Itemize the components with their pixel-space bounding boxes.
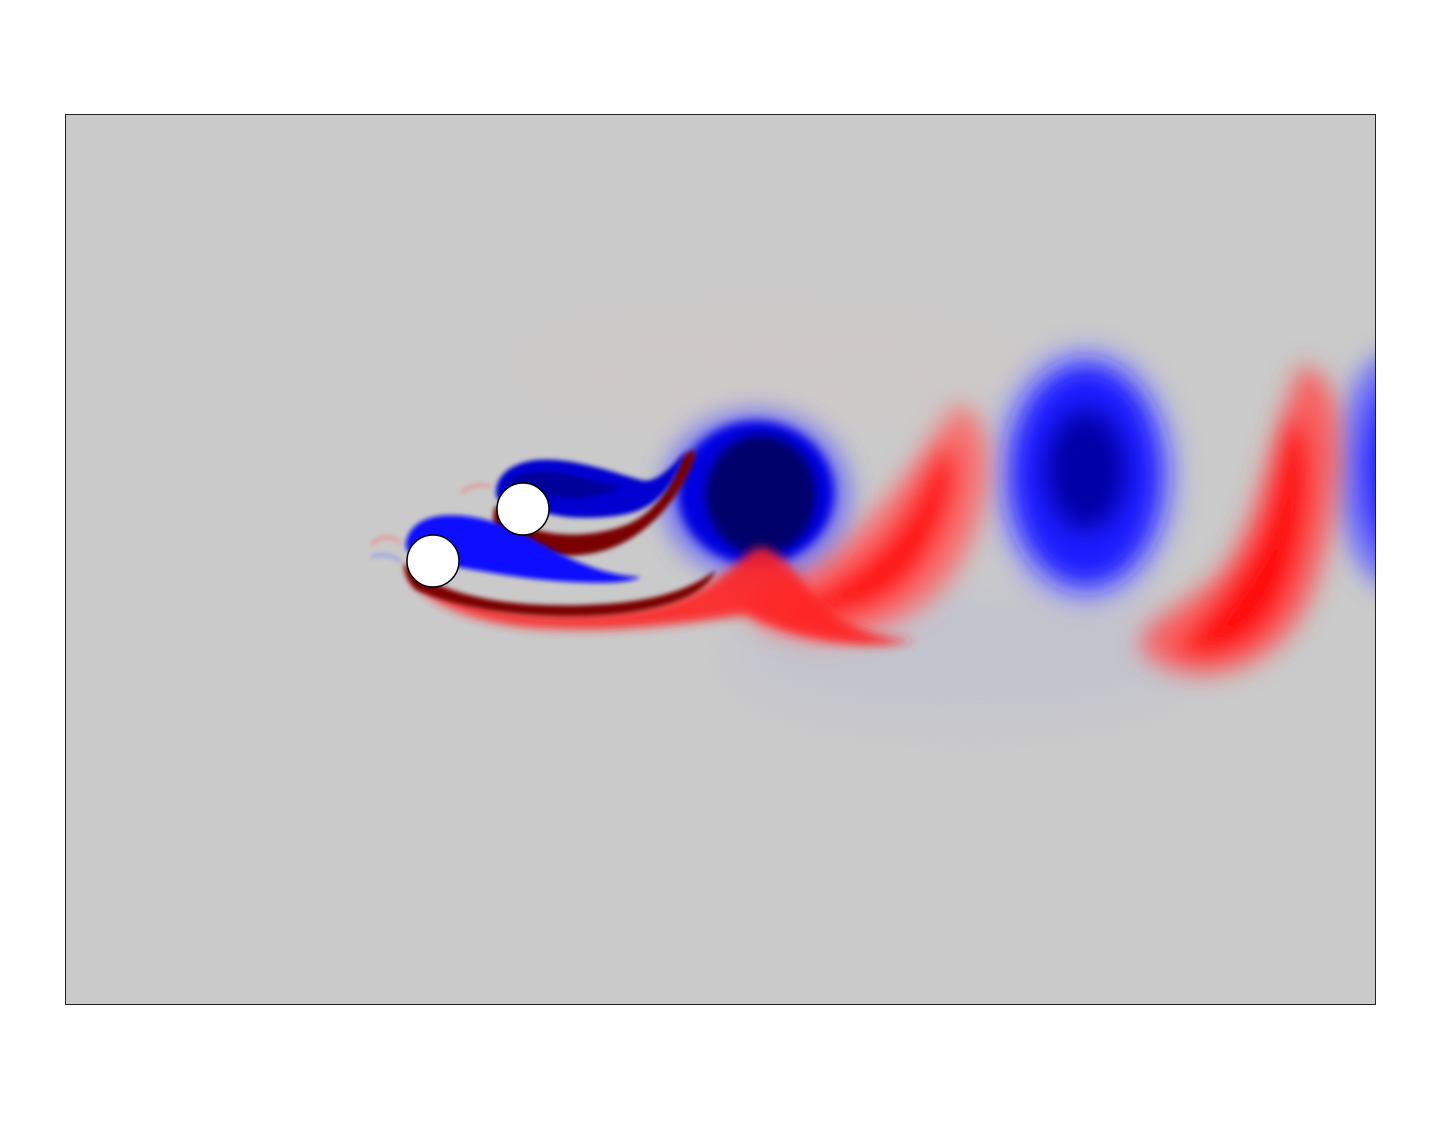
shear-layer-red-lower bbox=[404, 547, 916, 646]
vortex-blue-near bbox=[661, 410, 851, 580]
upper-cylinder bbox=[496, 482, 550, 536]
upstream-ripples bbox=[369, 483, 492, 563]
shear-layer-red-upper bbox=[493, 450, 695, 556]
vortex-blue-far-right bbox=[1336, 357, 1375, 583]
vortex-blue-right bbox=[991, 345, 1181, 605]
vortex-red-right bbox=[1140, 365, 1341, 675]
vorticity-field bbox=[66, 115, 1375, 1004]
lower-cylinder bbox=[406, 534, 460, 588]
vortex-red-middle bbox=[745, 405, 989, 640]
plot-frame bbox=[65, 114, 1376, 1005]
